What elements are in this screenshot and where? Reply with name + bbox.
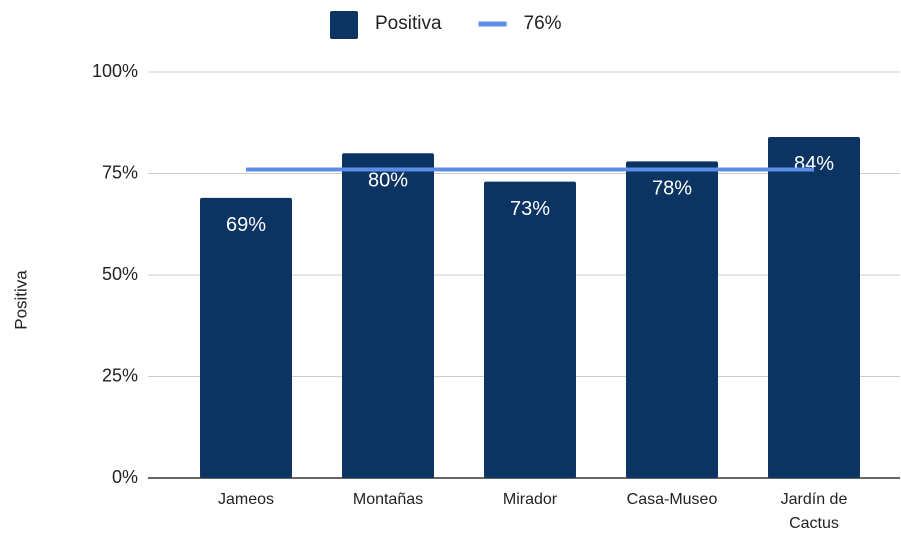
bar: [626, 161, 718, 478]
x-tick-label: Jameos: [217, 491, 275, 508]
bar: [484, 181, 576, 478]
x-tick-label: Mirador: [502, 491, 558, 508]
bar: [768, 136, 860, 478]
y-tick-label: 25%: [102, 365, 138, 385]
data-label: 69%: [226, 214, 266, 236]
x-tick-label: Jardín de Cactus: [780, 491, 848, 532]
y-tick-label: 50%: [102, 264, 138, 284]
legend-label: 76%: [524, 13, 562, 34]
x-tick-label: Casa-Museo: [626, 491, 718, 508]
data-label: 78%: [652, 178, 692, 200]
y-tick-label: 100%: [92, 61, 138, 81]
y-tick-label: 75%: [102, 162, 138, 182]
bar: [342, 153, 434, 478]
y-tick-label: 0%: [112, 467, 138, 487]
data-label: 73%: [510, 198, 550, 220]
y-axis-title: Positiva: [11, 270, 30, 330]
legend-swatch: [330, 11, 358, 39]
bar: [200, 197, 292, 479]
x-tick-label: Montañas: [352, 491, 424, 508]
legend-label: Positiva: [375, 13, 442, 34]
data-label: 80%: [368, 169, 408, 191]
data-label: 84%: [794, 153, 834, 175]
